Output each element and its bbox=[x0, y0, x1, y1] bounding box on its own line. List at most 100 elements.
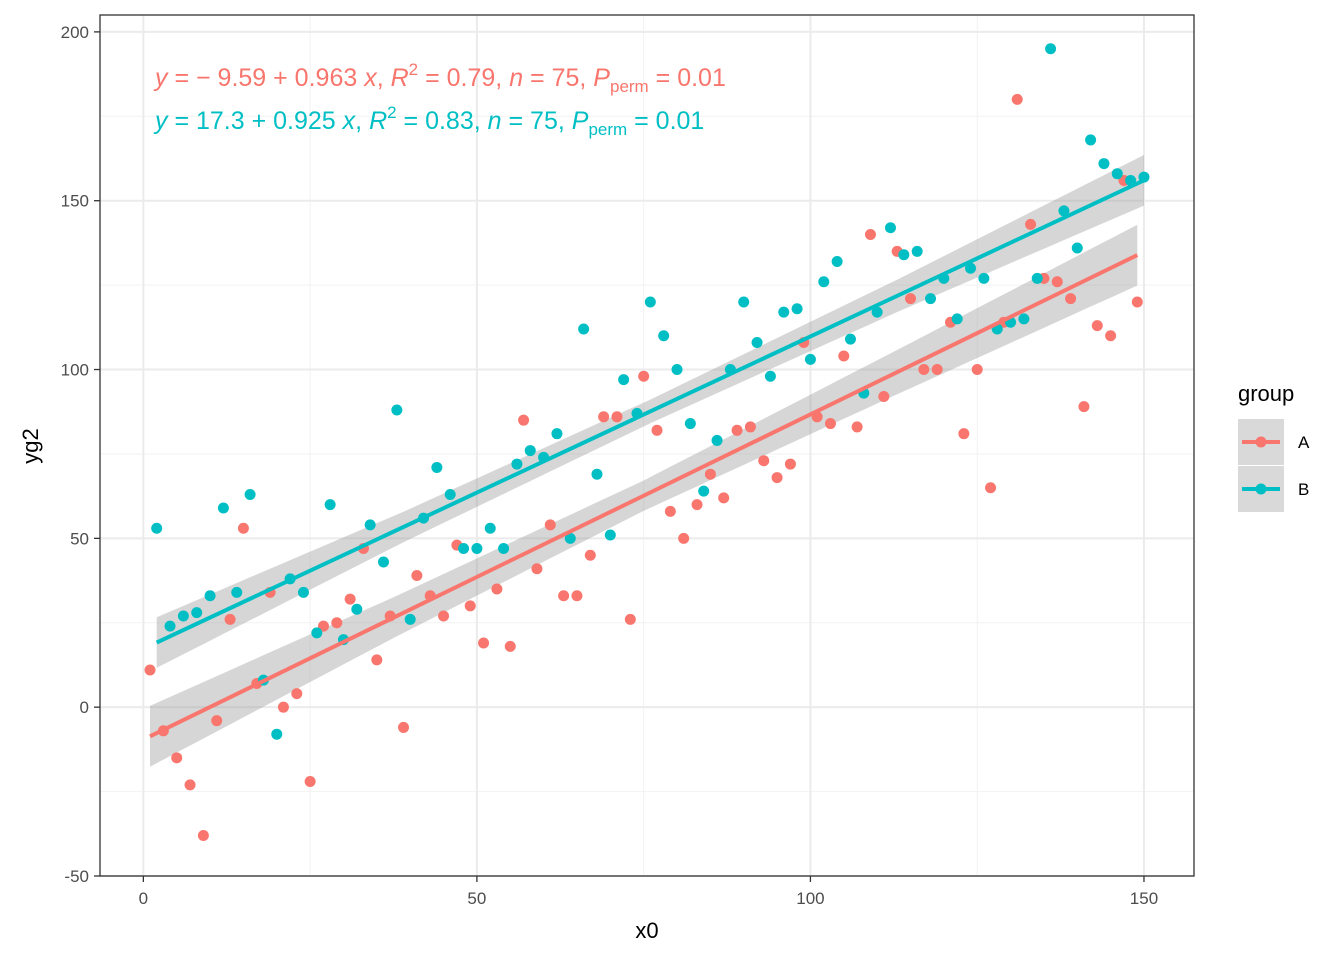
data-point-a bbox=[718, 492, 730, 504]
fit-line-b bbox=[155, 178, 1145, 645]
legend-title: group bbox=[1238, 381, 1294, 406]
data-point-b bbox=[471, 542, 483, 554]
data-point-b bbox=[684, 418, 696, 430]
data-point-a bbox=[1078, 401, 1090, 413]
data-point-b bbox=[1031, 272, 1043, 284]
data-point-b bbox=[1098, 158, 1110, 170]
data-point-b bbox=[498, 542, 510, 554]
data-point-a bbox=[1091, 320, 1103, 332]
data-point-a bbox=[598, 411, 610, 423]
data-point-b bbox=[978, 272, 990, 284]
data-point-a bbox=[824, 418, 836, 430]
data-point-a bbox=[878, 391, 890, 403]
data-point-a bbox=[918, 364, 930, 376]
data-point-b bbox=[444, 488, 456, 500]
data-point-a bbox=[211, 715, 223, 727]
y-axis-title: yg2 bbox=[18, 428, 43, 463]
data-point-a bbox=[291, 688, 303, 700]
data-point-a bbox=[531, 563, 543, 575]
data-point-a bbox=[1065, 293, 1077, 305]
data-point-a bbox=[651, 424, 663, 436]
fit-lines bbox=[149, 178, 1145, 739]
x-tick-label: 0 bbox=[139, 889, 148, 908]
x-tick-label: 100 bbox=[796, 889, 824, 908]
y-tick-label: 100 bbox=[61, 361, 89, 380]
data-point-a bbox=[864, 228, 876, 240]
data-point-b bbox=[484, 522, 496, 534]
data-point-b bbox=[524, 445, 536, 457]
data-point-a bbox=[678, 532, 690, 544]
data-point-b bbox=[591, 468, 603, 480]
data-point-b bbox=[1071, 242, 1083, 254]
data-point-a bbox=[744, 421, 756, 433]
data-point-a bbox=[464, 600, 476, 612]
data-point-b bbox=[644, 296, 656, 308]
panel-border bbox=[99, 14, 1195, 877]
legend: group A B bbox=[1238, 381, 1310, 512]
equation-group-b: y = 17.3 + 0.925 x, R2 = 0.83, n = 75, P… bbox=[153, 103, 704, 139]
data-point-a bbox=[1011, 93, 1023, 105]
data-point-b bbox=[898, 249, 910, 261]
data-point-b bbox=[764, 370, 776, 382]
data-point-b bbox=[951, 313, 963, 325]
data-point-a bbox=[504, 640, 516, 652]
data-point-b bbox=[618, 374, 630, 386]
data-point-a bbox=[558, 590, 570, 602]
data-point-a bbox=[784, 458, 796, 470]
data-point-a bbox=[758, 455, 770, 467]
data-point-a bbox=[691, 499, 703, 511]
data-point-b bbox=[244, 488, 256, 500]
data-point-b bbox=[191, 607, 203, 619]
data-point-b bbox=[151, 522, 163, 534]
data-point-a bbox=[611, 411, 623, 423]
data-point-a bbox=[224, 613, 236, 625]
data-point-b bbox=[324, 499, 336, 511]
data-point-b bbox=[311, 627, 323, 639]
panel-background bbox=[100, 15, 1194, 876]
data-point-b bbox=[177, 610, 189, 622]
data-point-a bbox=[144, 664, 156, 676]
data-point-b bbox=[404, 613, 416, 625]
data-point-a bbox=[571, 590, 583, 602]
data-point-b bbox=[791, 303, 803, 315]
data-point-a bbox=[1105, 330, 1117, 342]
data-point-a bbox=[731, 424, 743, 436]
data-point-a bbox=[518, 414, 530, 426]
data-point-b bbox=[1085, 134, 1097, 146]
data-point-a bbox=[331, 617, 343, 629]
data-point-a bbox=[958, 428, 970, 440]
data-point-a bbox=[438, 610, 450, 622]
data-points bbox=[144, 43, 1150, 841]
data-point-b bbox=[965, 262, 977, 274]
data-point-b bbox=[578, 323, 590, 335]
data-point-a bbox=[491, 583, 503, 595]
data-point-b bbox=[1058, 205, 1070, 217]
y-tick-label: 50 bbox=[70, 529, 89, 548]
data-point-a bbox=[344, 593, 356, 605]
data-point-b bbox=[564, 532, 576, 544]
data-point-a bbox=[851, 421, 863, 433]
data-point-b bbox=[351, 603, 363, 615]
data-point-b bbox=[217, 502, 229, 514]
data-point-b bbox=[778, 306, 790, 318]
x-axis-title: x0 bbox=[635, 918, 658, 943]
data-point-b bbox=[458, 542, 470, 554]
data-point-b bbox=[164, 620, 176, 632]
data-point-a bbox=[317, 620, 329, 632]
data-point-a bbox=[371, 654, 383, 666]
data-point-b bbox=[604, 529, 616, 541]
data-point-b bbox=[551, 428, 563, 440]
data-point-b bbox=[1018, 313, 1030, 325]
y-tick-label: 0 bbox=[80, 698, 89, 717]
data-point-a bbox=[971, 364, 983, 376]
legend-label-a: A bbox=[1298, 433, 1310, 452]
data-point-b bbox=[911, 245, 923, 257]
data-point-b bbox=[431, 461, 443, 473]
data-point-b bbox=[671, 364, 683, 376]
data-point-b bbox=[364, 519, 376, 531]
data-point-b bbox=[751, 337, 763, 349]
data-point-b bbox=[871, 306, 883, 318]
data-point-a bbox=[171, 752, 183, 764]
data-point-a bbox=[398, 721, 410, 733]
